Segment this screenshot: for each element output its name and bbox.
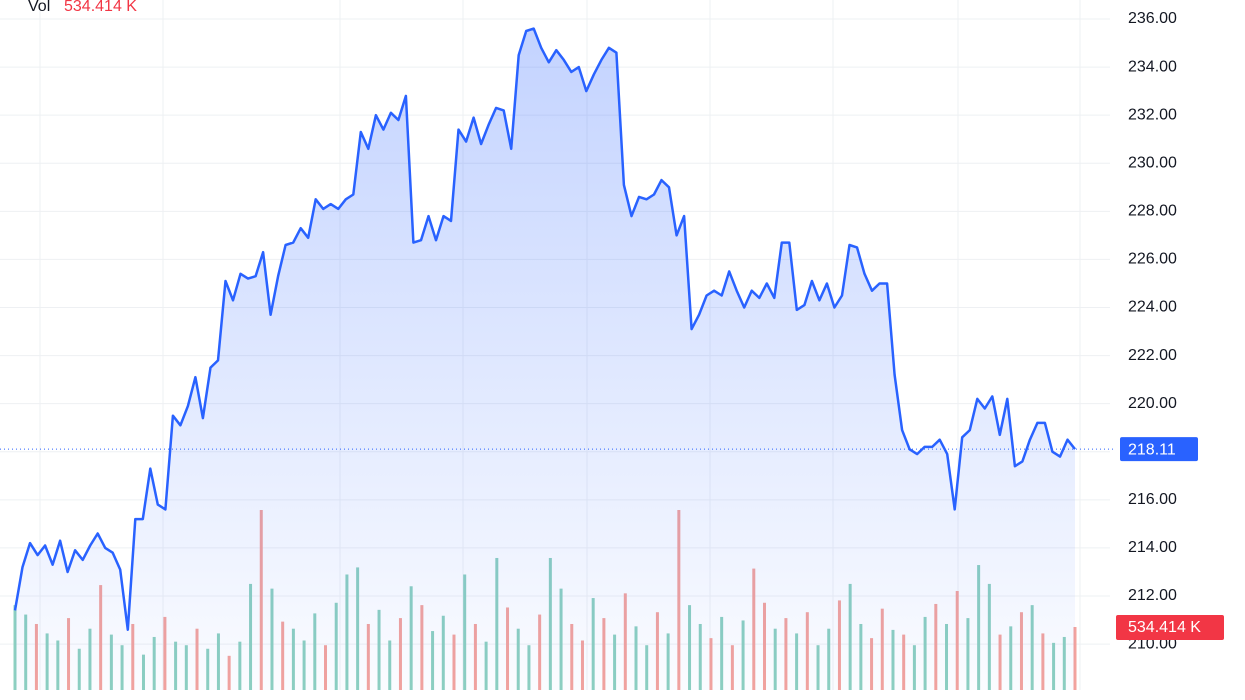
last-price-label: 218.11: [1128, 441, 1176, 458]
y-tick-label: 226.00: [1128, 251, 1177, 268]
last-price-badge: [1120, 437, 1198, 462]
y-tick-label: 234.00: [1128, 58, 1177, 75]
price-line: [13, 27, 1076, 631]
last-volume-label: 534.414 K: [1128, 619, 1201, 636]
y-tick-label: 216.00: [1128, 491, 1177, 508]
volume-label: 534.414 K: [64, 0, 137, 15]
y-tick-label: 230.00: [1128, 154, 1177, 171]
price-area: [15, 28, 1075, 691]
y-tick-label: 236.00: [1128, 10, 1177, 27]
last-volume-badge: [1116, 615, 1224, 641]
axis: 210.00212.00214.00216.00218.00220.00222.…: [1116, 10, 1224, 652]
y-tick-label: 232.00: [1128, 106, 1177, 123]
y-tick-label: 212.00: [1128, 587, 1177, 604]
y-tick-label: 214.00: [1128, 539, 1177, 556]
y-tick-label: 224.00: [1128, 299, 1177, 316]
y-tick-label: 222.00: [1128, 347, 1177, 364]
y-tick-label: 228.00: [1128, 203, 1177, 220]
volume-title: Vol: [28, 0, 50, 15]
y-tick-label: 220.00: [1128, 395, 1177, 412]
price: [0, 27, 1115, 691]
